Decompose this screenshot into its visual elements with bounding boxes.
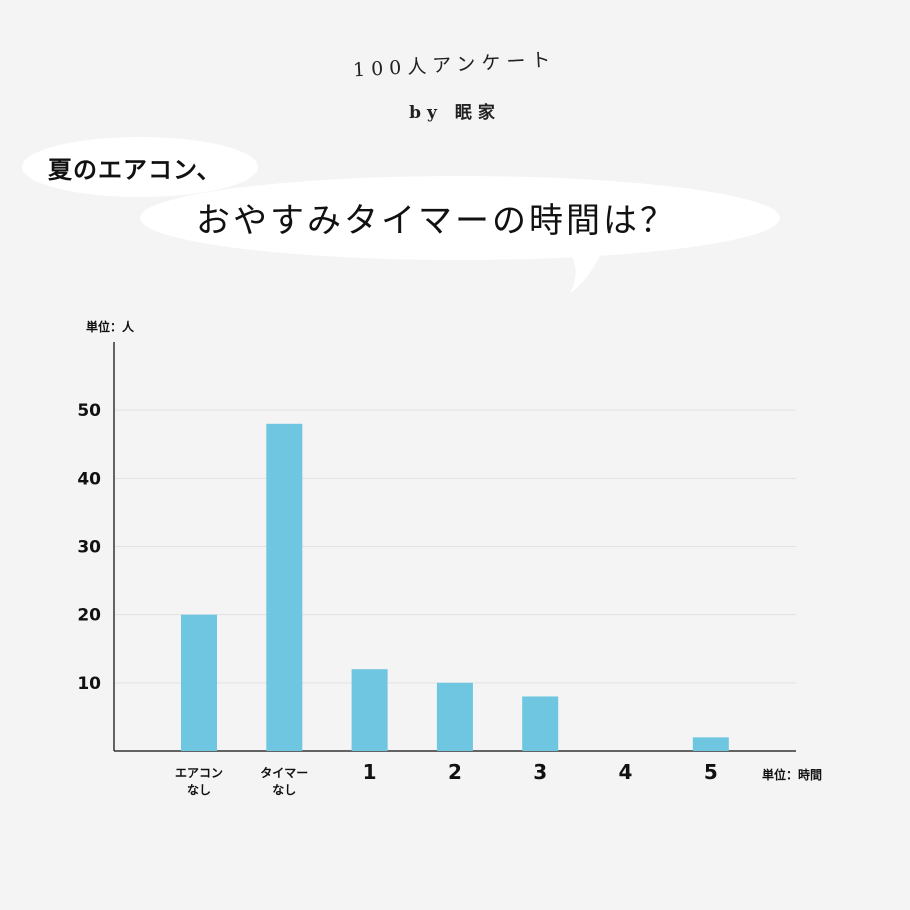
x-tick-label: タイマー [260,766,308,780]
bar [692,737,729,751]
bar [522,696,559,751]
x-tick-label: なし [187,783,211,797]
speech-bubble [22,137,780,293]
y-unit-label: 単位：人 [86,320,135,334]
x-tick-label: 3 [533,760,547,784]
bar [351,669,388,751]
x-tick-label: 4 [619,760,633,784]
x-tick-label: 5 [704,760,718,784]
header: 100人アンケート by 眠家 [0,0,910,140]
y-tick-label: 20 [77,606,101,626]
question-line-2: おやすみタイマーの時間は？ [196,201,677,241]
by-line: by 眠家 [409,103,501,123]
x-tick-label: 1 [363,760,377,784]
x-tick-label: エアコン [175,766,223,780]
bar [436,682,473,751]
x-tick-label: 2 [448,760,462,784]
y-tick-label: 40 [77,469,101,489]
y-tick-label: 10 [77,674,101,694]
y-tick-label: 30 [77,538,101,558]
x-tick-label: なし [272,783,296,797]
bar [181,614,217,751]
x-unit-label: 単位：時間 [762,768,823,782]
bar [266,423,303,751]
question-line-1: 夏のエアコン、 [48,156,222,184]
y-tick-label: 50 [77,401,101,421]
